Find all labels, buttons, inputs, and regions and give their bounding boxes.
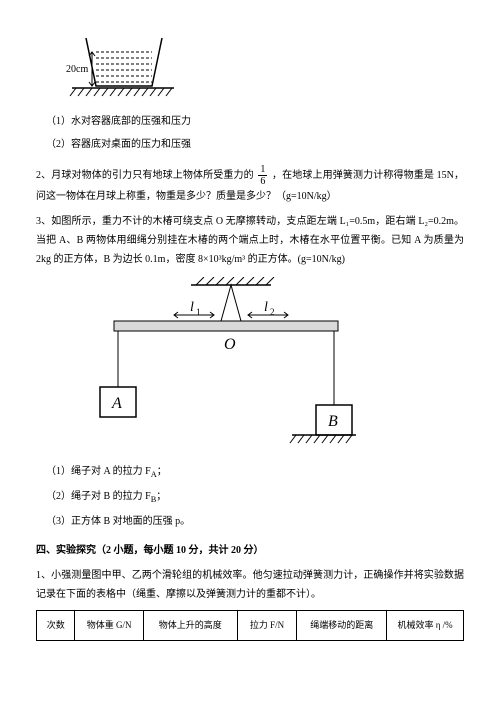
q3-sub2: （2）绳子对 B 的拉力 FB； [46, 487, 464, 508]
q1-sub1: （1）水对容器底部的压强和压力 [46, 112, 464, 131]
A-label: A [111, 395, 122, 412]
B-label: B [328, 413, 338, 430]
th-height: 物体上升的高度 [143, 610, 237, 640]
q2-fraction: 1 6 [258, 164, 267, 187]
height-label: 20cm [66, 64, 88, 75]
q1-sub2: （2）容器底对桌面的压力和压强 [46, 135, 464, 154]
th-eff: 机械效率 η /% [387, 610, 464, 640]
q3s2-end: ； [156, 491, 166, 502]
q3s1-end: ； [157, 466, 167, 477]
frac-num: 1 [258, 164, 267, 176]
O-label: O [224, 336, 236, 353]
q3-text: 3、如图所示，重力不计的木椿可绕支点 O 无摩擦转动，支点距左端 L₁=0.5m… [36, 212, 464, 269]
figure-container-1: 20cm [66, 30, 464, 104]
l1-sub: 1 [196, 307, 201, 317]
th-dist: 绳端移动的距离 [297, 610, 387, 640]
figure-lever: l 1 l 2 O A B [96, 277, 464, 454]
table-header-row: 次数 物体重 G/N 物体上升的高度 拉力 F/N 绳端移动的距离 机械效率 η… [37, 610, 464, 640]
data-table: 次数 物体重 G/N 物体上升的高度 拉力 F/N 绳端移动的距离 机械效率 η… [36, 610, 464, 641]
q3-sub3: （3）正方体 B 对地面的压强 p。 [46, 512, 464, 531]
l2-sub: 2 [270, 307, 275, 317]
q3-sub1: （1）绳子对 A 的拉力 FA； [46, 462, 464, 483]
th-weight: 物体重 G/N [75, 610, 143, 640]
q3s2-text: （2）绳子对 B 的拉力 F [46, 491, 151, 502]
section4-title: 四、实验探究（2 小题，每小题 10 分，共计 20 分） [36, 541, 464, 560]
q2-pre: 2、月球对物体的引力只有地球上物体所受重力的 [36, 170, 254, 181]
th-count: 次数 [37, 610, 75, 640]
l2-label: l [264, 300, 268, 315]
lever-svg: l 1 l 2 O A B [96, 277, 356, 447]
q2-text: 2、月球对物体的引力只有地球上物体所受重力的 1 6 ，在地球上用弹簧测力计称得… [36, 164, 464, 206]
q3s1-text: （1）绳子对 A 的拉力 F [46, 466, 151, 477]
th-force: 拉力 F/N [237, 610, 297, 640]
container-vessel-figure: 20cm [66, 30, 176, 104]
frac-den: 6 [258, 176, 267, 187]
q4-text: 1、小强测量图中甲、乙两个滑轮组的机械效率。他匀速拉动弹簧测力计，正确操作并将实… [36, 566, 464, 604]
l1-label: l [190, 300, 194, 315]
